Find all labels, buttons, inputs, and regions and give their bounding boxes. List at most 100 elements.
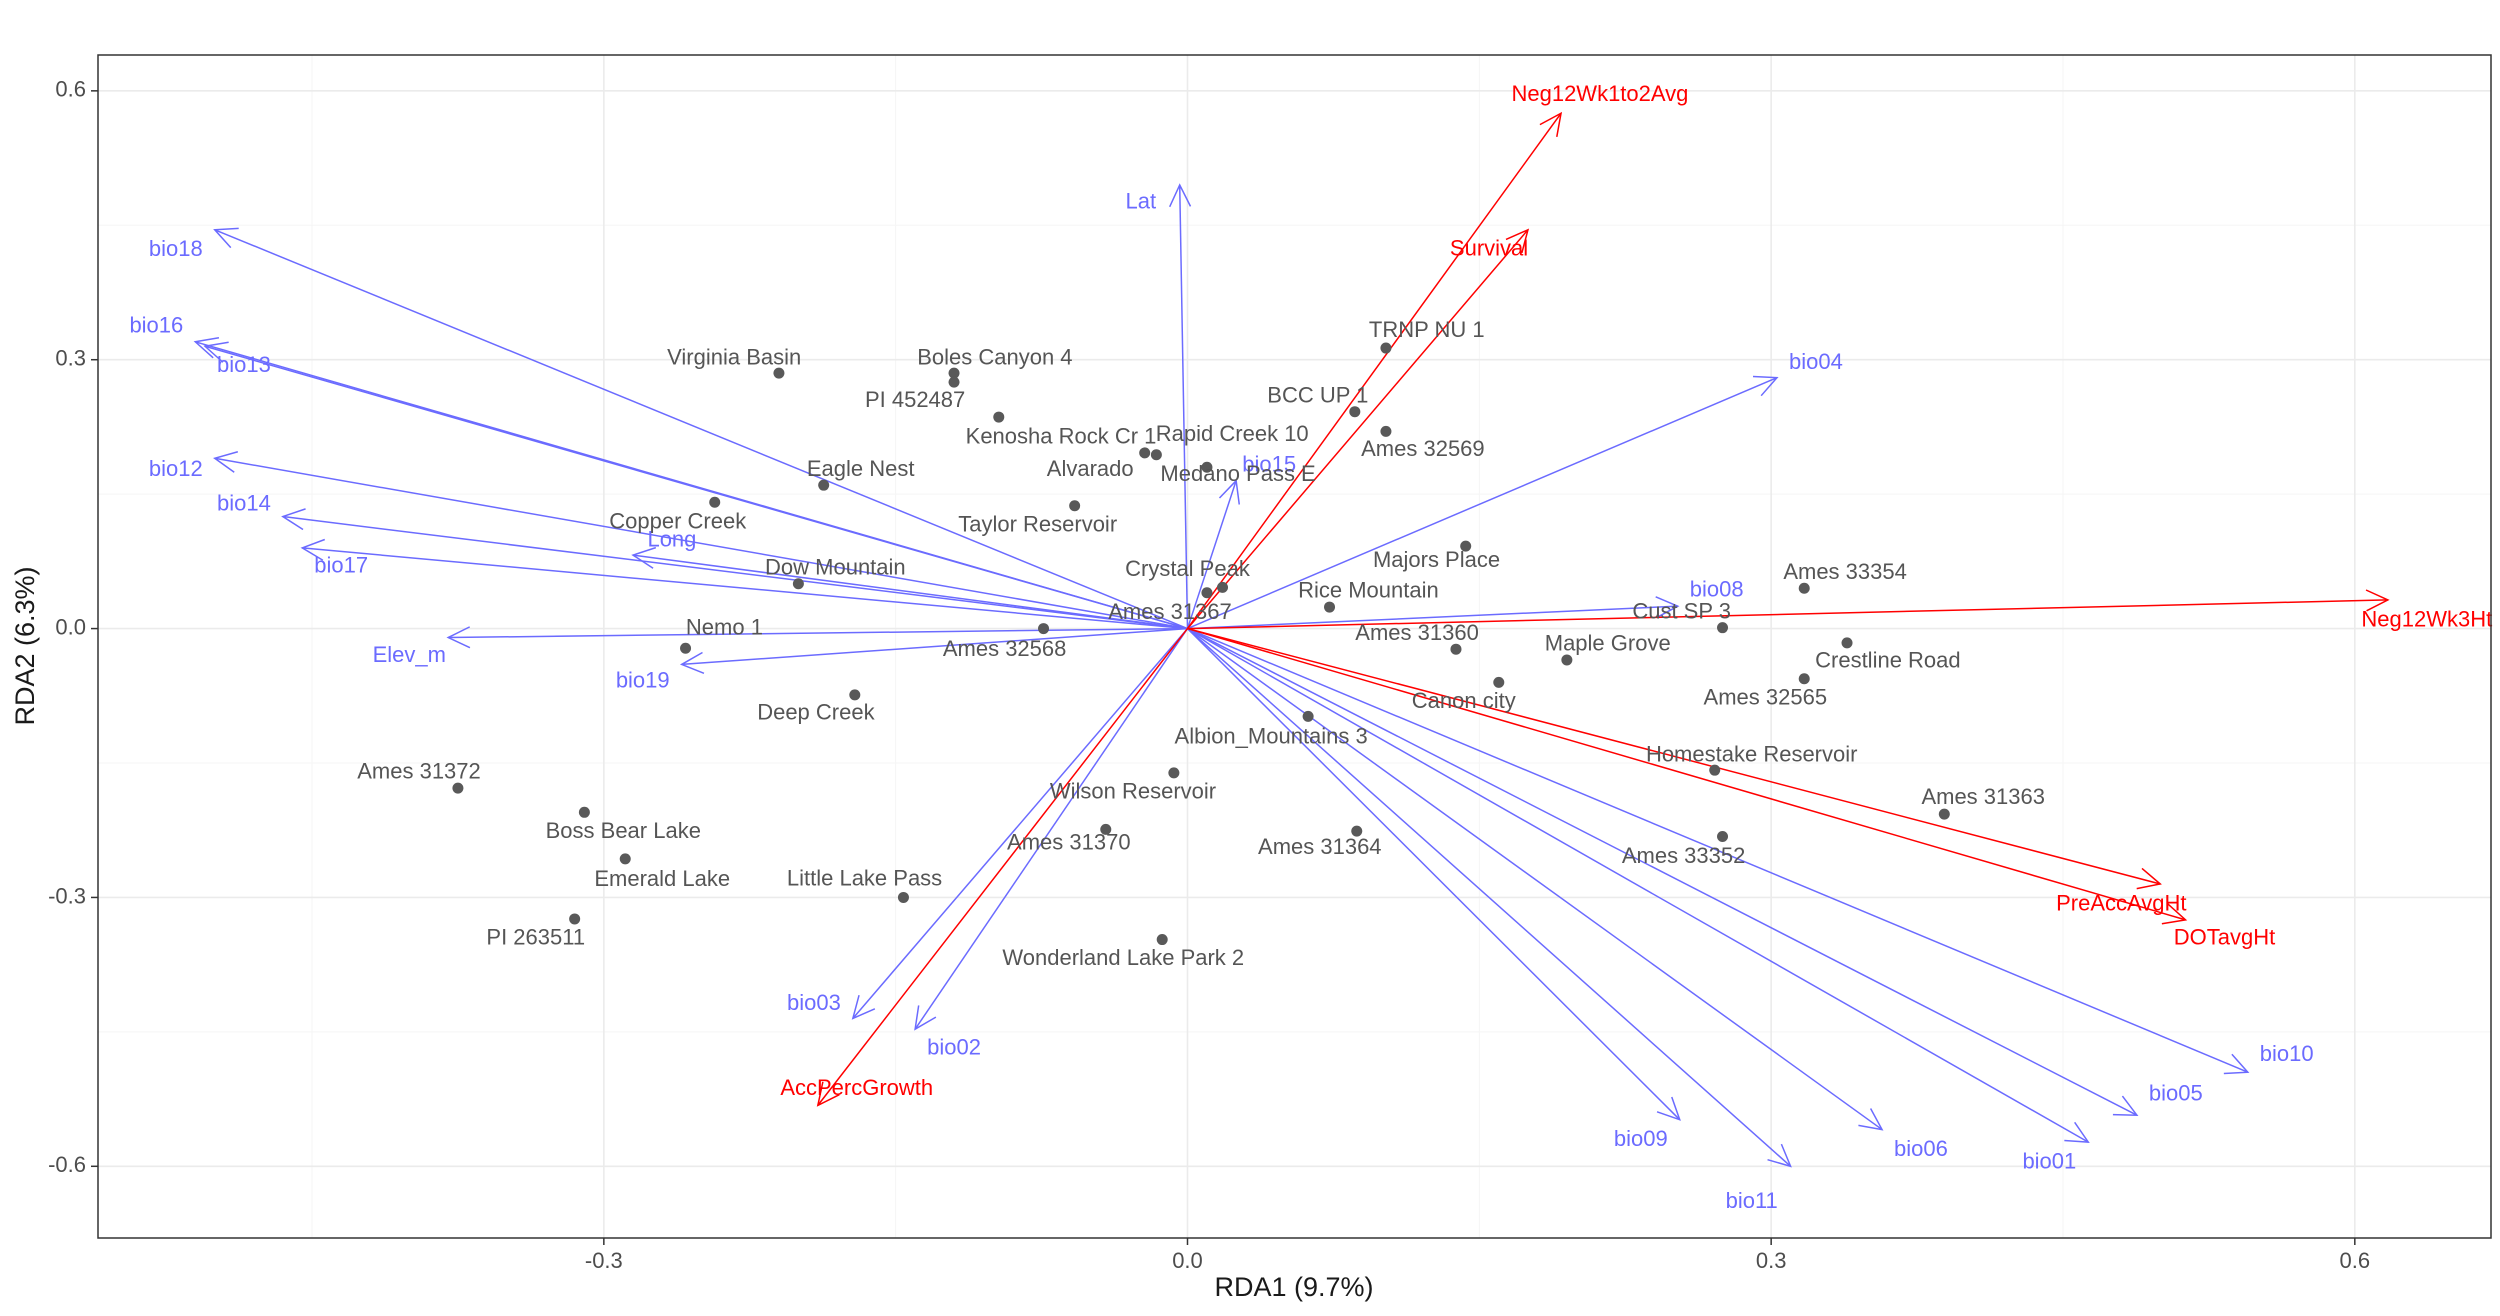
trait-arrow-AccPercGrowth <box>817 628 1189 1106</box>
site-label: Nemo 1 <box>686 614 763 639</box>
env-arrowhead-bio10 <box>2223 1053 2250 1075</box>
trait-arrowhead-AccPercGrowth <box>816 1081 840 1107</box>
env-label-bio15: bio15 <box>1242 451 1296 476</box>
site-label: PI 452487 <box>865 387 965 412</box>
env-label-bio08: bio08 <box>1690 577 1744 602</box>
site-label: Boss Bear Lake <box>546 818 701 843</box>
env-label-bio03: bio03 <box>787 990 841 1015</box>
site-points <box>452 342 1950 946</box>
site-point <box>1217 581 1229 593</box>
env-arrowhead-bio14 <box>281 508 306 531</box>
site-label: TRNP NU 1 <box>1369 317 1485 342</box>
site-point <box>993 411 1005 423</box>
site-point <box>1561 654 1573 666</box>
site-point <box>1798 673 1810 685</box>
site-label: Eagle Nest <box>807 456 915 481</box>
env-arrowhead-bio09 <box>1656 1096 1681 1121</box>
env-label-Long: Long <box>647 527 696 552</box>
site-point <box>569 913 581 925</box>
env-label-bio09: bio09 <box>1614 1126 1668 1151</box>
env-label-bio17: bio17 <box>314 553 368 578</box>
env-label-bio14: bio14 <box>217 491 271 516</box>
site-label: Boles Canyon 4 <box>917 345 1072 370</box>
site-point <box>1380 425 1392 437</box>
site-label: Wonderland Lake Park 2 <box>1002 945 1244 970</box>
site-point <box>1717 830 1729 842</box>
env-arrow-bio10 <box>1187 627 2249 1073</box>
site-point <box>1717 622 1729 634</box>
env-label-Lat: Lat <box>1126 189 1157 214</box>
env-arrowhead-bio03 <box>851 995 876 1020</box>
site-point <box>1450 643 1462 655</box>
trait-arrow-Neg12Wk3Ht <box>1187 599 2388 630</box>
site-label: Ames 31370 <box>1007 829 1131 854</box>
site-label: Kenosha Rock Cr 1 <box>966 423 1157 448</box>
trait-label-Neg12Wk1to2Avg: Neg12Wk1to2Avg <box>1511 81 1688 106</box>
x-axis-title: RDA1 (9.7%) <box>1214 1272 1373 1302</box>
site-label: Crystal Peak <box>1125 556 1251 581</box>
trait-arrowhead-Neg12Wk3Ht <box>2365 589 2390 612</box>
site-label: Rapid Creek 10 <box>1156 421 1309 446</box>
site-point <box>948 376 960 388</box>
env-arrowhead-bio17 <box>300 538 326 561</box>
x-tick-label: -0.3 <box>585 1248 623 1273</box>
site-label: Taylor Reservoir <box>958 511 1117 536</box>
site-label: BCC UP 1 <box>1267 382 1368 407</box>
site-point <box>1156 934 1168 946</box>
env-label-bio04: bio04 <box>1789 349 1843 374</box>
site-label: Ames 33354 <box>1783 559 1907 584</box>
env-label-bio05: bio05 <box>2149 1080 2203 1105</box>
site-label: Ames 32569 <box>1361 436 1485 461</box>
site-point <box>1038 623 1050 635</box>
trait-arrowhead-PreAccAvgHt <box>2136 867 2162 890</box>
site-point <box>1302 710 1314 722</box>
site-point <box>1460 540 1472 552</box>
env-arrow-bio12 <box>214 457 1188 630</box>
env-arrowhead-bio11 <box>1767 1143 1792 1168</box>
env-arrow-bio06 <box>1187 627 1883 1131</box>
site-point <box>1100 823 1112 835</box>
labels: bio18 bio16 bio13 bio12 bio14 bio17 Long Elev_m… <box>129 81 2492 1213</box>
site-point <box>849 689 861 701</box>
trait-arrow-Survival <box>1186 229 1529 630</box>
env-arrow-bio02 <box>914 628 1189 1030</box>
trait-arrow-Neg12Wk1to2Avg <box>1186 112 1562 630</box>
site-label: Ames 31360 <box>1355 620 1479 645</box>
site-point <box>1349 406 1361 418</box>
env-arrowhead-bio18 <box>213 227 239 249</box>
y-tick-label: 0.3 <box>55 346 86 371</box>
env-arrow-Elev_m <box>448 627 1188 639</box>
site-label: Canon city <box>1412 688 1516 713</box>
site-label: Rice Mountain <box>1298 578 1439 603</box>
site-label: Emerald Lake <box>594 866 730 891</box>
env-arrowhead-bio13 <box>203 341 229 363</box>
env-arrow-bio09 <box>1186 628 1681 1121</box>
site-label: Copper Creek <box>609 509 747 534</box>
site-point <box>1201 461 1213 473</box>
site-label: Ames 32568 <box>943 636 1067 661</box>
site-point <box>1168 767 1180 779</box>
site-point <box>1324 601 1336 613</box>
grid <box>98 55 2491 1238</box>
site-label: Alvarado <box>1047 456 1134 481</box>
env-arrowhead-Elev_m <box>446 626 471 649</box>
env-arrowhead-bio01 <box>2064 1121 2090 1143</box>
env-arrowhead-Long <box>631 546 657 569</box>
env-label-Elev_m: Elev_m <box>373 642 446 667</box>
site-label: Ames 31367 <box>1108 599 1232 624</box>
env-arrowhead-Lat <box>1169 183 1192 208</box>
env-arrowhead-bio15 <box>1218 479 1241 505</box>
site-point <box>818 479 830 491</box>
trait-label-Neg12Wk3Ht: Neg12Wk3Ht <box>2361 606 2492 631</box>
env-label-bio01: bio01 <box>2022 1149 2076 1174</box>
y-axis-title: RDA2 (6.3%) <box>10 566 40 725</box>
env-label-bio10: bio10 <box>2260 1041 2314 1066</box>
site-point <box>709 496 721 508</box>
biplot-arrows <box>193 111 2390 1168</box>
axes: -0.3 0.0 0.3 0.6 0.6 0.3 0.0 -0.3 -0.6 <box>48 77 2370 1273</box>
y-tick-label: -0.3 <box>48 883 86 908</box>
site-label: Ames 31363 <box>1921 784 2045 809</box>
site-point <box>619 853 631 865</box>
site-label: Cust SP 3 <box>1632 598 1731 623</box>
